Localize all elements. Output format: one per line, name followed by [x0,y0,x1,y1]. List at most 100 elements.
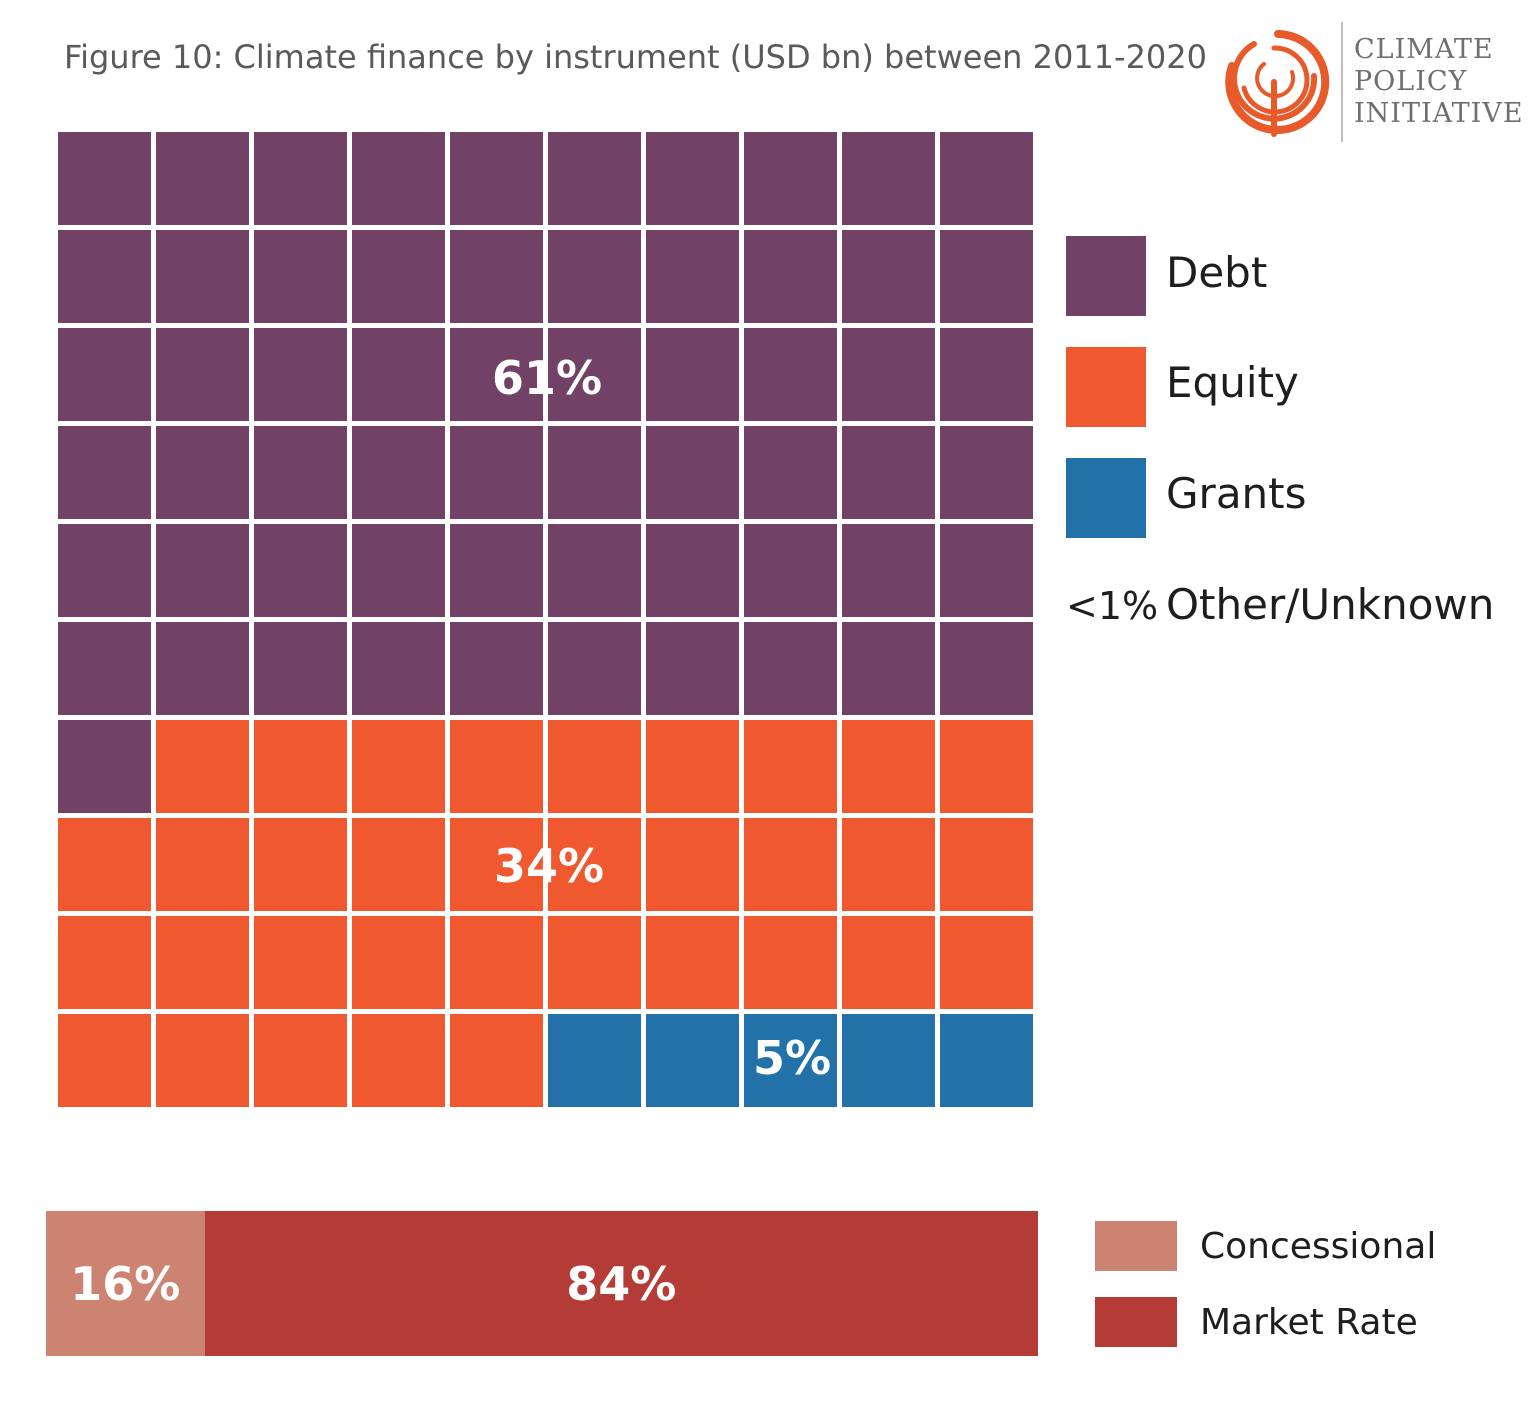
climate-policy-initiative-logo-icon [1225,30,1330,137]
bar-legend-label-concessional: Concessional [1200,1226,1437,1267]
legend-swatch-grants [1066,458,1146,538]
waffle-cell-debt [744,622,837,715]
legend-label-debt: Debt [1166,248,1268,297]
waffle-cell-debt [940,524,1033,617]
waffle-cell-debt [940,328,1033,421]
waffle-cell-debt [58,622,151,715]
waffle-cell-debt [842,622,935,715]
waffle-cell-debt [744,426,837,519]
waffle-cell-equity [156,916,249,1009]
waffle-cell-debt [548,132,641,225]
logo-line-3: INITIATIVE [1354,98,1524,129]
logo-line-2: POLICY [1354,66,1468,97]
waffle-cell-equity [842,916,935,1009]
bar-legend-swatch-concessional [1095,1221,1177,1271]
waffle-cell-equity [940,720,1033,813]
waffle-cell-debt [254,132,347,225]
waffle-cell-equity [548,916,641,1009]
waffle-cell-grants [744,1014,837,1107]
waffle-cell-debt [156,524,249,617]
waffle-cell-debt [548,622,641,715]
waffle-cell-equity [646,818,739,911]
waffle-cell-equity [744,818,837,911]
waffle-cell-debt [156,328,249,421]
logo-arc-core [1255,62,1296,99]
waffle-cell-debt [450,328,543,421]
waffle-cell-debt [58,230,151,323]
legend-other-pct: <1% [1066,584,1159,628]
logo-arc-outer [1225,30,1330,134]
legend-swatch-debt [1066,236,1146,316]
waffle-cell-debt [58,720,151,813]
logo-arc-middle [1231,41,1318,122]
concessional-market-bar: 16% 84% [46,1211,1038,1356]
waffle-cell-debt [58,132,151,225]
waffle-cell-debt [744,230,837,323]
logo-divider [1341,22,1343,142]
waffle-cell-debt [744,328,837,421]
waffle-cell-debt [548,524,641,617]
waffle-cell-debt [352,426,445,519]
waffle-cell-equity [744,916,837,1009]
waffle-cell-equity [450,818,543,911]
waffle-cell-grants [548,1014,641,1107]
waffle-cell-debt [156,426,249,519]
waffle-cell-debt [744,524,837,617]
waffle-label-grants: 5% [752,1031,832,1085]
bar-segment-concessional: 16% [46,1211,205,1356]
waffle-cell-equity [254,916,347,1009]
waffle-cell-debt [940,426,1033,519]
waffle-cell-equity [842,720,935,813]
waffle-label-debt: 61% [491,351,603,405]
waffle-cell-equity [58,916,151,1009]
waffle-cell-debt [254,622,347,715]
waffle-cell-equity [352,916,445,1009]
waffle-cell-equity [548,818,641,911]
logo-arc-inner [1241,45,1310,115]
waffle-cell-debt [450,524,543,617]
legend-label-equity: Equity [1166,358,1299,407]
waffle-cell-debt [646,230,739,323]
bar-legend-label-market-rate: Market Rate [1200,1302,1418,1343]
waffle-cell-debt [58,328,151,421]
waffle-cell-equity [450,916,543,1009]
waffle-cell-equity [352,1014,445,1107]
waffle-cell-equity [646,720,739,813]
waffle-cell-debt [548,230,641,323]
waffle-cell-debt [58,426,151,519]
waffle-cell-grants [940,1014,1033,1107]
waffle-cell-debt [450,132,543,225]
waffle-cell-debt [646,132,739,225]
chart-title: Figure 10: Climate finance by instrument… [64,38,1207,76]
waffle-cell-debt [352,132,445,225]
legend-label-grants: Grants [1166,469,1307,518]
waffle-cell-debt [352,328,445,421]
bar-segment-market-rate: 84% [204,1211,1038,1356]
waffle-cell-debt [254,328,347,421]
waffle-cell-debt [940,132,1033,225]
waffle-cell-debt [842,132,935,225]
waffle-cell-equity [842,818,935,911]
waffle-cell-debt [842,230,935,323]
waffle-cell-debt [646,426,739,519]
waffle-cell-equity [450,1014,543,1107]
waffle-cell-debt [548,426,641,519]
waffle-cell-debt [646,622,739,715]
waffle-cell-equity [58,818,151,911]
waffle-cell-debt [254,426,347,519]
waffle-cell-debt [940,622,1033,715]
waffle-cell-debt [450,230,543,323]
waffle-cell-equity [940,818,1033,911]
waffle-cell-equity [156,720,249,813]
logo-line-1: CLIMATE [1354,34,1494,65]
waffle-cell-equity [254,818,347,911]
waffle-cell-debt [548,328,641,421]
waffle-cell-debt [842,524,935,617]
waffle-cell-debt [254,230,347,323]
waffle-cell-equity [646,916,739,1009]
waffle-cell-debt [940,230,1033,323]
waffle-cell-equity [352,818,445,911]
waffle-cell-debt [352,524,445,617]
waffle-cell-equity [940,916,1033,1009]
